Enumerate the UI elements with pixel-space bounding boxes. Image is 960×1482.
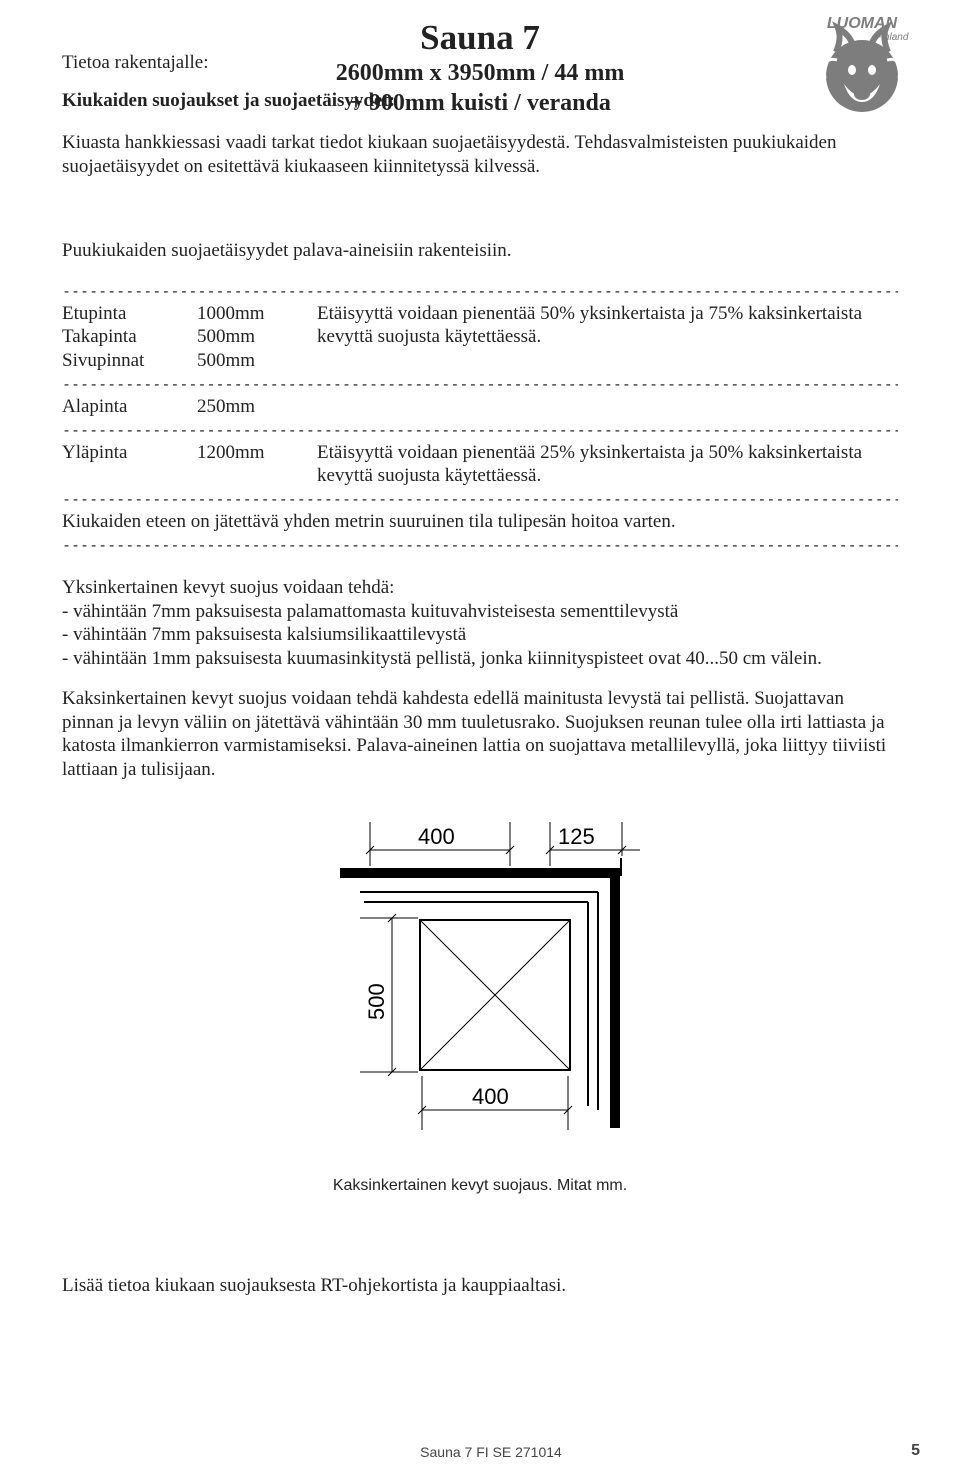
spec-label: Takapinta (62, 326, 137, 347)
shield-diagram: 400 125 500 400 Kaksinkertainen kevyt suoja… (62, 810, 898, 1195)
page-footer: Sauna 7 FI SE 271014 5 (62, 1444, 920, 1460)
separator: ----------------------------------------… (62, 490, 898, 508)
spec-label: Alapinta (62, 396, 127, 417)
intro-paragraph-2: Puukiukaiden suojaetäisyydet palava-aine… (62, 239, 898, 263)
spec-label: Sivupinnat (62, 350, 144, 371)
separator: ----------------------------------------… (62, 375, 898, 393)
svg-text:500: 500 (364, 983, 389, 1020)
spec-value: 1200mm (197, 442, 265, 463)
svg-text:125: 125 (558, 824, 595, 849)
spec-label: Etupinta (62, 303, 126, 324)
svg-text:400: 400 (418, 824, 455, 849)
separator: ----------------------------------------… (62, 421, 898, 439)
spec-note: Etäisyyttä voidaan pienentää 50% yksinke… (317, 303, 862, 348)
spec-row-3: Yläpinta 1200mm Etäisyyttä voidaan piene… (62, 441, 898, 489)
light-shield-item: - vähintään 1mm paksuisesta kuumasinkity… (62, 647, 898, 671)
footer-page-number: 5 (911, 1442, 920, 1460)
light-shield-heading: Yksinkertainen kevyt suojus voidaan tehd… (62, 576, 898, 600)
separator: ----------------------------------------… (62, 282, 898, 300)
light-shield-item: - vähintään 7mm paksuisesta kalsiumsilik… (62, 623, 898, 647)
spec-row-1: Etupinta Takapinta Sivupinnat 1000mm 500… (62, 302, 898, 373)
light-shield-item: - vähintään 7mm paksuisesta palamattomas… (62, 600, 898, 624)
diagram-caption: Kaksinkertainen kevyt suojaus. Mitat mm. (62, 1177, 898, 1195)
footer-doc-id: Sauna 7 FI SE 271014 (62, 1444, 920, 1460)
spec-value: 500mm (197, 350, 255, 371)
spec-row-2: Alapinta 250mm (62, 395, 898, 419)
spec-label: Yläpinta (62, 442, 127, 463)
spec-note: Etäisyyttä voidaan pienentää 25% yksinke… (317, 442, 862, 487)
intro-paragraph-1: Kiuasta hankkiessasi vaadi tarkat tiedot… (62, 131, 898, 179)
spec-value: 500mm (197, 326, 255, 347)
closing-line: Lisää tietoa kiukaan suojauksesta RT-ohj… (62, 1274, 898, 1298)
svg-text:400: 400 (472, 1084, 509, 1109)
separator: ----------------------------------------… (62, 536, 898, 554)
after-spec-line: Kiukaiden eteen on jätettävä yhden metri… (62, 510, 898, 534)
double-shield-paragraph: Kaksinkertainen kevyt suojus voidaan teh… (62, 687, 898, 782)
spec-value: 1000mm (197, 303, 265, 324)
brand-logo: LUOMAN Finland (782, 8, 942, 123)
spec-value: 250mm (197, 396, 255, 417)
